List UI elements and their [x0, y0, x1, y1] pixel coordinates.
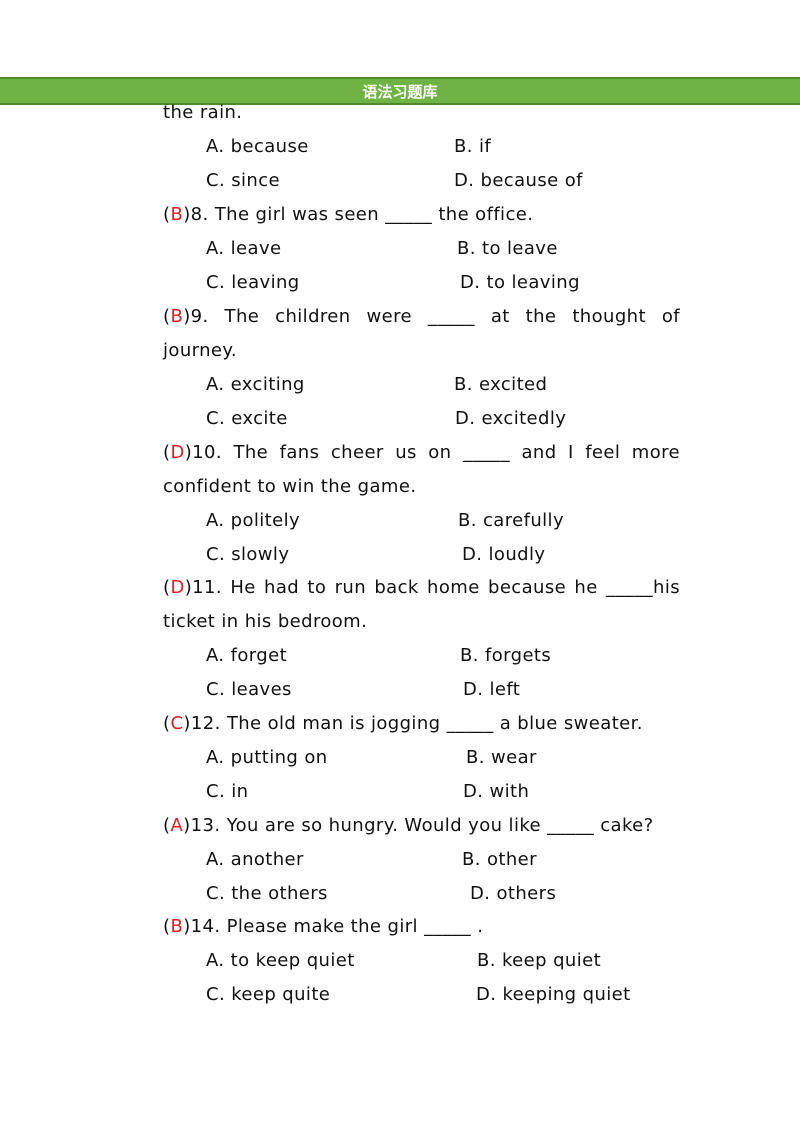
q12-stem: (C)12. The old man is jogging _____ a bl…	[163, 713, 643, 734]
q10-number: 10	[192, 442, 216, 463]
q8-stem: (B)8. The girl was seen _____ the office…	[163, 204, 534, 225]
q14-option-d: D. keeping quiet	[476, 984, 631, 1005]
q12-option-c: C. in	[206, 781, 249, 802]
q13-option-b: B. other	[462, 849, 537, 870]
q13-answer: A	[170, 815, 184, 836]
q12-option-d: D. with	[463, 781, 530, 802]
header-banner: 语法习题库	[0, 77, 800, 105]
q14-option-b: B. keep quiet	[477, 950, 602, 971]
q11-option-b: B. forgets	[460, 645, 552, 666]
q13-number: 13	[190, 815, 215, 836]
q11-option-c: C. leaves	[206, 679, 292, 700]
q7-option-d: D. because of	[454, 170, 583, 191]
q7-option-c: C. since	[206, 170, 280, 191]
q8-option-d: D. to leaving	[460, 272, 580, 293]
q11-number: 11	[192, 577, 216, 598]
q9-stem-line-2: journey.	[163, 340, 237, 361]
q10-stem-line-2: confident to win the game.	[163, 476, 417, 497]
q8-stem-line-1: The girl was seen _____ the office.	[214, 204, 534, 225]
q12-stem-line-1: The old man is jogging _____ a blue swea…	[226, 713, 643, 734]
q10-answer: D	[170, 442, 185, 463]
q9-stem: (B)9. The children were _____ at the tho…	[163, 306, 681, 327]
q11-answer: D	[170, 577, 185, 598]
q14-option-c: C. keep quite	[206, 984, 331, 1005]
q12-option-b: B. wear	[466, 747, 537, 768]
q14-stem: (B)14. Please make the girl _____ .	[163, 916, 484, 937]
q9-answer: B	[170, 306, 184, 327]
continued-stem-fragment: the rain.	[163, 102, 243, 123]
q8-option-b: B. to leave	[457, 238, 558, 259]
q10-option-c: C. slowly	[206, 544, 290, 565]
q8-number: 8	[190, 204, 203, 225]
q14-stem-line-1: Please make the girl _____ .	[226, 916, 484, 937]
q13-stem-line-1: You are so hungry. Would you like _____ …	[226, 815, 654, 836]
q13-option-d: D. others	[470, 883, 557, 904]
q7-option-a: A. because	[206, 136, 309, 157]
q10-option-a: A. politely	[206, 510, 301, 531]
q9-option-b: B. excited	[454, 374, 548, 395]
q8-answer: B	[170, 204, 184, 225]
q10-stem: (D)10. The fans cheer us on _____ and I …	[163, 442, 680, 463]
header-title: 语法习题库	[362, 82, 438, 101]
q10-stem-line-1: The fans cheer us on _____ and I feel mo…	[233, 442, 680, 463]
q13-option-a: A. another	[206, 849, 304, 870]
q10-option-d: D. loudly	[462, 544, 546, 565]
q9-option-c: C. excite	[206, 408, 288, 429]
q9-number: 9	[190, 306, 203, 327]
q14-answer: B	[170, 916, 184, 937]
q12-answer: C	[170, 713, 184, 734]
q14-number: 14	[190, 916, 215, 937]
q10-option-b: B. carefully	[458, 510, 564, 531]
q9-stem-line-1: The children were _____ at the thought o…	[224, 306, 681, 327]
q7-option-b: B. if	[454, 136, 492, 157]
q12-option-a: A. putting on	[206, 747, 328, 768]
q8-option-a: A. leave	[206, 238, 282, 259]
q14-option-a: A. to keep quiet	[206, 950, 355, 971]
q8-option-c: C. leaving	[206, 272, 300, 293]
q13-stem: (A)13. You are so hungry. Would you like…	[163, 815, 654, 836]
q11-stem-line-2: ticket in his bedroom.	[163, 611, 368, 632]
q11-stem-line-1: He had to run back home because he _____…	[230, 577, 680, 598]
q13-option-c: C. the others	[206, 883, 328, 904]
q9-option-d: D. excitedly	[455, 408, 567, 429]
q11-option-a: A. forget	[206, 645, 288, 666]
q11-stem: (D)11. He had to run back home because h…	[163, 577, 680, 598]
q12-number: 12	[190, 713, 215, 734]
q11-option-d: D. left	[463, 679, 521, 700]
q9-option-a: A. exciting	[206, 374, 305, 395]
